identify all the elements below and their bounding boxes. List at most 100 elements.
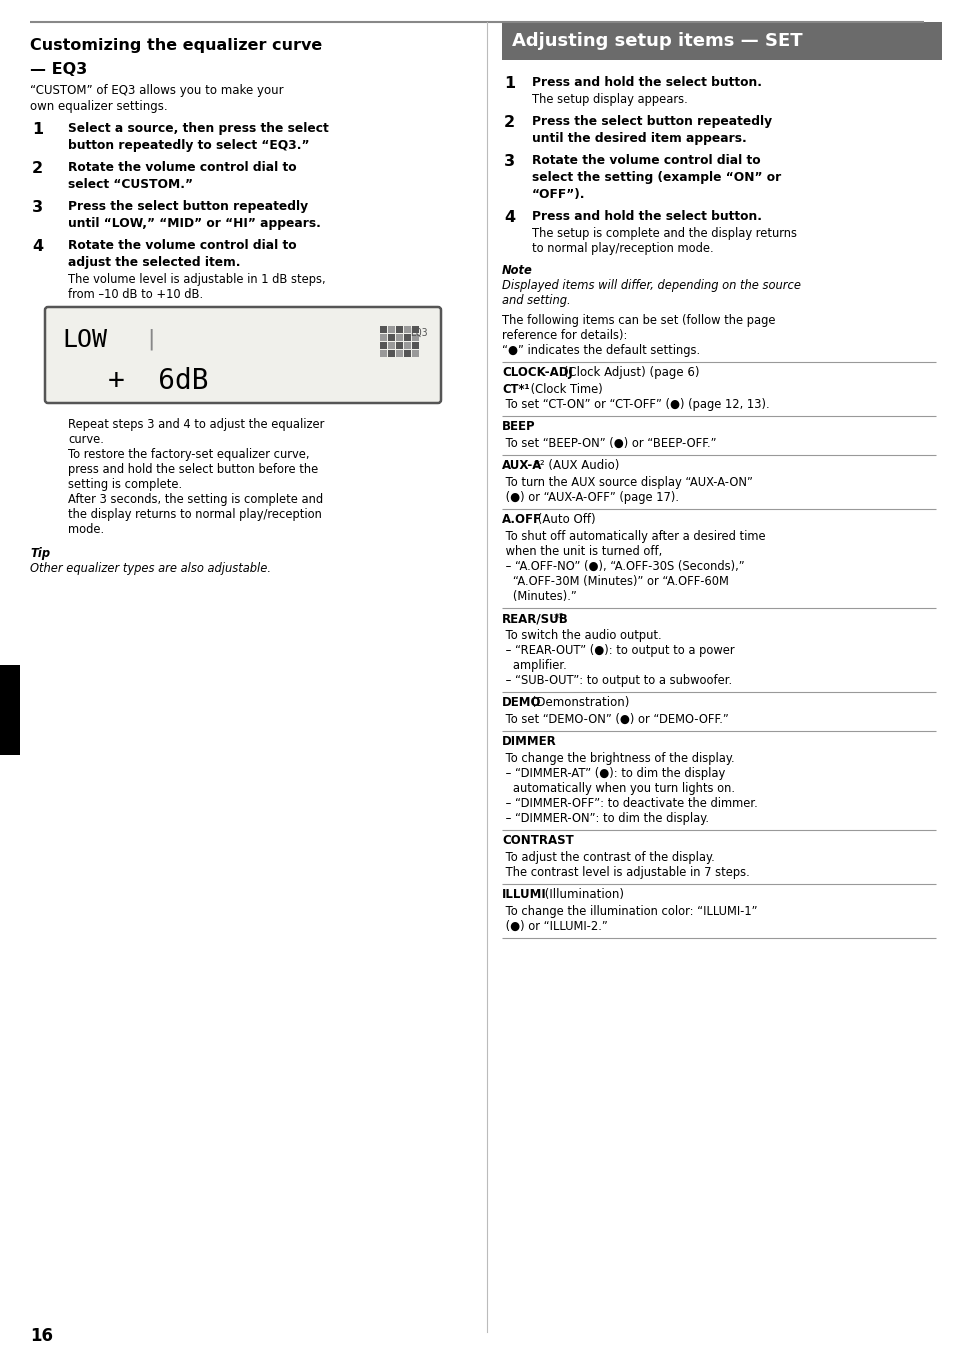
Text: +  6dB: + 6dB [108, 366, 209, 395]
Bar [0, 665, 20, 754]
Text: Customizing the equalizer curve: Customizing the equalizer curve [30, 38, 322, 53]
Bar [388, 350, 395, 357]
Text: Other equalizer types are also adjustable.: Other equalizer types are also adjustabl… [30, 562, 271, 575]
Text: 3: 3 [503, 154, 515, 169]
Bar [403, 326, 411, 333]
Text: Press and hold the select button.: Press and hold the select button. [532, 76, 761, 89]
Text: press and hold the select button before the: press and hold the select button before … [68, 462, 318, 476]
Text: Press the select button repeatedly: Press the select button repeatedly [68, 200, 308, 214]
Text: To restore the factory-set equalizer curve,: To restore the factory-set equalizer cur… [68, 448, 309, 461]
Bar [379, 350, 387, 357]
Bar [388, 342, 395, 349]
Text: DEMO: DEMO [501, 696, 541, 708]
Text: “A.OFF-30M (Minutes)” or “A.OFF-60M: “A.OFF-30M (Minutes)” or “A.OFF-60M [501, 575, 728, 588]
Text: Displayed items will differ, depending on the source: Displayed items will differ, depending o… [501, 279, 801, 292]
Text: CT*¹: CT*¹ [501, 383, 529, 396]
Text: to normal play/reception mode.: to normal play/reception mode. [532, 242, 713, 256]
Bar [388, 326, 395, 333]
Text: BEEP: BEEP [501, 420, 535, 433]
Bar [395, 334, 402, 341]
Bar [412, 350, 418, 357]
Text: To set “CT-ON” or “CT-OFF” (●) (page 12, 13).: To set “CT-ON” or “CT-OFF” (●) (page 12,… [501, 397, 769, 411]
Text: – “DIMMER-OFF”: to deactivate the dimmer.: – “DIMMER-OFF”: to deactivate the dimmer… [501, 796, 757, 810]
Text: EQ3: EQ3 [410, 329, 427, 338]
Text: – “A.OFF-NO” (●), “A.OFF-30S (Seconds),”: – “A.OFF-NO” (●), “A.OFF-30S (Seconds),” [501, 560, 744, 573]
Text: (Minutes).”: (Minutes).” [501, 589, 577, 603]
Text: Select a source, then press the select: Select a source, then press the select [68, 122, 329, 135]
Bar [412, 326, 418, 333]
Text: Rotate the volume control dial to: Rotate the volume control dial to [68, 161, 296, 174]
Text: (Illumination): (Illumination) [540, 888, 623, 900]
Bar [379, 326, 387, 333]
Text: (Clock Time): (Clock Time) [526, 383, 602, 396]
Bar [412, 342, 418, 349]
Text: The volume level is adjustable in 1 dB steps,: The volume level is adjustable in 1 dB s… [68, 273, 325, 287]
Text: Tip: Tip [30, 548, 51, 560]
Text: (Demonstration): (Demonstration) [527, 696, 629, 708]
Bar [379, 334, 387, 341]
Text: *²: *² [554, 612, 564, 625]
Text: reference for details):: reference for details): [501, 329, 627, 342]
Text: until the desired item appears.: until the desired item appears. [532, 132, 746, 145]
Text: – “DIMMER-AT” (●): to dim the display: – “DIMMER-AT” (●): to dim the display [501, 767, 724, 780]
Bar [395, 350, 402, 357]
Text: REAR/SUB: REAR/SUB [501, 612, 568, 625]
Text: (Clock Adjust) (page 6): (Clock Adjust) (page 6) [560, 366, 700, 379]
Text: CONTRAST: CONTRAST [501, 834, 573, 846]
Text: curve.: curve. [68, 433, 104, 446]
Text: Press and hold the select button.: Press and hold the select button. [532, 210, 761, 223]
Text: 1: 1 [503, 76, 515, 91]
Text: Rotate the volume control dial to: Rotate the volume control dial to [532, 154, 760, 168]
Text: To change the brightness of the display.: To change the brightness of the display. [501, 752, 734, 765]
Text: DIMMER: DIMMER [501, 735, 557, 748]
Text: 16: 16 [30, 1328, 53, 1345]
Text: LOW: LOW [62, 329, 107, 352]
Text: Note: Note [501, 264, 532, 277]
Text: (Auto Off): (Auto Off) [534, 512, 596, 526]
Text: To turn the AUX source display “AUX-A-ON”: To turn the AUX source display “AUX-A-ON… [501, 476, 752, 489]
Text: Repeat steps 3 and 4 to adjust the equalizer: Repeat steps 3 and 4 to adjust the equal… [68, 418, 324, 431]
Text: – “DIMMER-ON”: to dim the display.: – “DIMMER-ON”: to dim the display. [501, 813, 708, 825]
Text: |: | [144, 329, 157, 350]
Bar [501, 22, 941, 59]
Text: select “CUSTOM.”: select “CUSTOM.” [68, 178, 193, 191]
Text: To switch the audio output.: To switch the audio output. [501, 629, 661, 642]
Text: (●) or “ILLUMI-2.”: (●) or “ILLUMI-2.” [501, 919, 607, 933]
Text: The setup display appears.: The setup display appears. [532, 93, 687, 105]
Text: 1: 1 [32, 122, 43, 137]
Bar [395, 342, 402, 349]
Text: mode.: mode. [68, 523, 104, 535]
Text: automatically when you turn lights on.: automatically when you turn lights on. [501, 781, 734, 795]
Text: CLOCK-ADJ: CLOCK-ADJ [501, 366, 572, 379]
Text: A.OFF: A.OFF [501, 512, 541, 526]
Text: Rotate the volume control dial to: Rotate the volume control dial to [68, 239, 296, 251]
Text: After 3 seconds, the setting is complete and: After 3 seconds, the setting is complete… [68, 493, 323, 506]
Text: amplifier.: amplifier. [501, 658, 566, 672]
Text: (●) or “AUX-A-OFF” (page 17).: (●) or “AUX-A-OFF” (page 17). [501, 491, 679, 504]
Bar [379, 342, 387, 349]
Text: To set “DEMO-ON” (●) or “DEMO-OFF.”: To set “DEMO-ON” (●) or “DEMO-OFF.” [501, 713, 728, 726]
Text: ILLUMI: ILLUMI [501, 888, 546, 900]
Text: “CUSTOM” of EQ3 allows you to make your: “CUSTOM” of EQ3 allows you to make your [30, 84, 283, 97]
Text: adjust the selected item.: adjust the selected item. [68, 256, 240, 269]
Text: “OFF”).: “OFF”). [532, 188, 585, 201]
Text: until “LOW,” “MID” or “HI” appears.: until “LOW,” “MID” or “HI” appears. [68, 218, 320, 230]
Text: To set “BEEP-ON” (●) or “BEEP-OFF.”: To set “BEEP-ON” (●) or “BEEP-OFF.” [501, 437, 716, 450]
Text: select the setting (example “ON” or: select the setting (example “ON” or [532, 170, 781, 184]
Bar [403, 342, 411, 349]
Text: 4: 4 [503, 210, 515, 224]
Text: 2: 2 [503, 115, 515, 130]
Text: — EQ3: — EQ3 [30, 62, 87, 77]
Text: and setting.: and setting. [501, 293, 570, 307]
Bar [412, 334, 418, 341]
Text: *² (AUX Audio): *² (AUX Audio) [534, 458, 619, 472]
Text: The contrast level is adjustable in 7 steps.: The contrast level is adjustable in 7 st… [501, 867, 749, 879]
Text: – “REAR-OUT” (●): to output to a power: – “REAR-OUT” (●): to output to a power [501, 644, 734, 657]
Text: Press the select button repeatedly: Press the select button repeatedly [532, 115, 771, 128]
Bar [388, 334, 395, 341]
Text: To change the illumination color: “ILLUMI-1”: To change the illumination color: “ILLUM… [501, 904, 757, 918]
Text: The following items can be set (follow the page: The following items can be set (follow t… [501, 314, 775, 327]
Text: from –10 dB to +10 dB.: from –10 dB to +10 dB. [68, 288, 203, 301]
Text: “●” indicates the default settings.: “●” indicates the default settings. [501, 343, 700, 357]
Text: when the unit is turned off,: when the unit is turned off, [501, 545, 661, 558]
